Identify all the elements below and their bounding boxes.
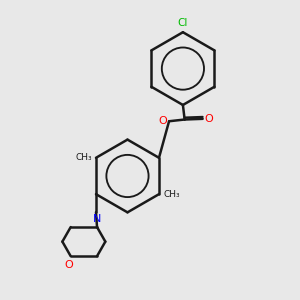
- Text: CH₃: CH₃: [163, 190, 180, 199]
- Text: Cl: Cl: [178, 18, 188, 28]
- Text: O: O: [64, 260, 73, 270]
- Text: O: O: [158, 116, 167, 126]
- Text: O: O: [205, 114, 214, 124]
- Text: N: N: [93, 214, 101, 224]
- Text: CH₃: CH₃: [75, 153, 92, 162]
